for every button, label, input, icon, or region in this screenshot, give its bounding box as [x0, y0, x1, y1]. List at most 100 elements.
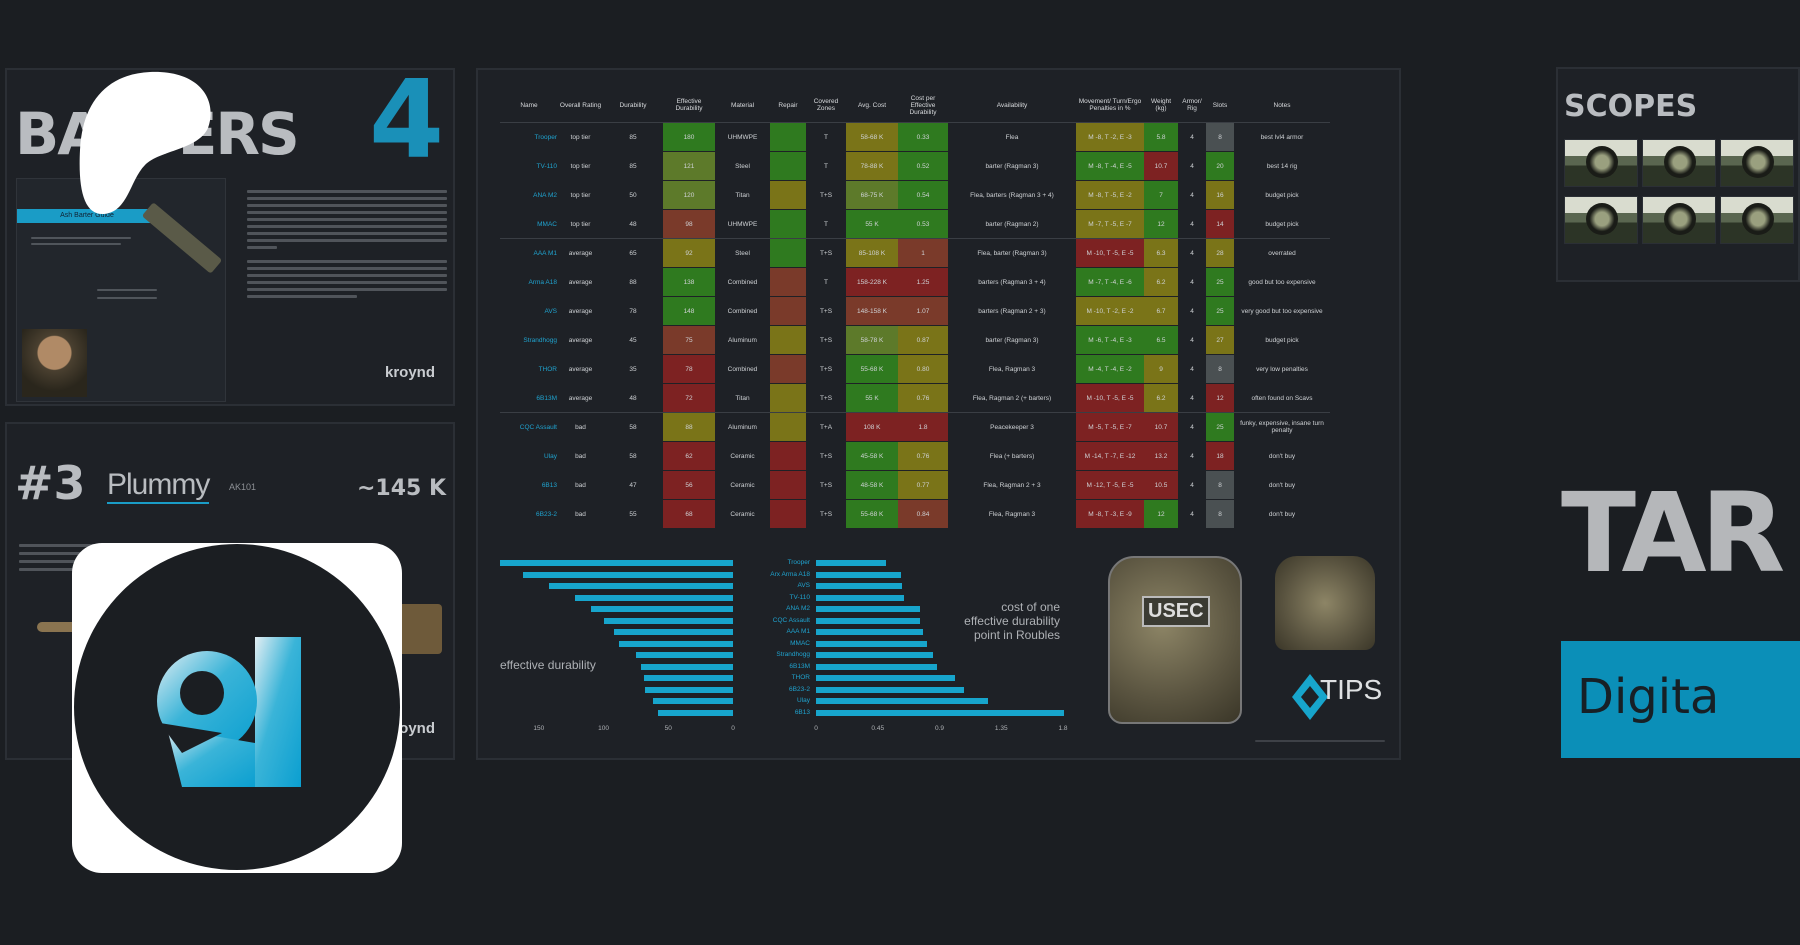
repair-indicator — [770, 296, 806, 326]
table-cell: M -14, T -7, E -12 — [1076, 441, 1144, 471]
cost-per-durability-bar — [816, 583, 903, 589]
table-cell: budget pick — [1234, 180, 1330, 210]
bar-category-label: 6B23-2 — [789, 685, 810, 693]
table-cell: barters (Ragman 2 + 3) — [948, 296, 1076, 326]
armor-name: Ulay — [500, 441, 558, 471]
table-row: CQC Assault bad 58 88 Aluminum T+A 108 K 1.8 Pea… — [500, 412, 1330, 442]
table-cell: bad — [558, 499, 603, 529]
table-cell: 12 — [1144, 499, 1178, 529]
cost-per-durability-bar — [816, 686, 965, 693]
table-cell: 0.76 — [898, 441, 948, 471]
table-cell: T+S — [806, 296, 846, 326]
table-cell: barter (Ragman 3) — [948, 325, 1076, 355]
x-tick-label: 100 — [598, 725, 609, 732]
table-cell: 4 — [1178, 441, 1206, 471]
usec-patch: USEC — [1142, 596, 1210, 627]
left-axis-label: effective durability — [500, 658, 596, 672]
app-logo-icon[interactable] — [72, 543, 402, 873]
repair-indicator — [770, 122, 806, 152]
table-cell: T — [806, 151, 846, 181]
armor-name: Strandhogg — [500, 325, 558, 355]
build-price: ~145 K — [357, 476, 447, 501]
table-cell: 20 — [1206, 151, 1234, 181]
table-cell: 4 — [1178, 325, 1206, 355]
table-cell: 1.07 — [898, 296, 948, 326]
cost-per-durability-bar — [816, 675, 955, 681]
scope-thumbnail — [1720, 139, 1794, 187]
table-cell: 1.25 — [898, 267, 948, 297]
table-cell: 65 — [603, 238, 663, 268]
table-cell: 25 — [1206, 412, 1234, 442]
tips-diamond-icon — [1292, 674, 1328, 720]
table-cell: M -4, T -4, E -2 — [1076, 354, 1144, 384]
table-cell: 9 — [1144, 354, 1178, 384]
table-cell: 68-75 K — [846, 180, 898, 210]
table-cell: Ceramic — [715, 441, 770, 471]
table-cell: 6.2 — [1144, 267, 1178, 297]
scope-thumbnail — [1642, 196, 1716, 244]
effective-durability-bar — [523, 571, 733, 578]
table-cell: 1 — [898, 238, 948, 268]
table-header-row: Name Overall Rating Durability Effective Du… — [500, 88, 1330, 123]
repair-indicator — [770, 209, 806, 239]
effective-durability-bar — [657, 709, 733, 716]
table-cell: very good but too expensive — [1234, 296, 1330, 326]
column-header: Effective Durability — [663, 88, 715, 123]
table-cell: T — [806, 209, 846, 239]
table-cell: top tier — [558, 180, 603, 210]
table-row: TV-110 top tier 85 121 Steel T 78-88 K 0.52 bart… — [500, 151, 1330, 181]
table-cell: M -10, T -5, E -5 — [1076, 383, 1144, 413]
effective-durability-bar — [549, 583, 733, 589]
table-cell: 78 — [603, 296, 663, 326]
table-cell: 1.8 — [898, 412, 948, 442]
x-tick-label: 0 — [731, 725, 735, 732]
table-cell: 28 — [1206, 238, 1234, 268]
table-cell: Combined — [715, 267, 770, 297]
table-cell: barter (Ragman 3) — [948, 151, 1076, 181]
table-cell: 55-68 K — [846, 499, 898, 529]
cost-per-durability-bar — [816, 663, 937, 670]
cost-per-durability-bar — [816, 560, 886, 566]
table-cell: Flea, Ragman 2 + 3 — [948, 470, 1076, 500]
table-cell: top tier — [558, 209, 603, 239]
cost-per-durability-bar — [816, 652, 933, 658]
table-cell: average — [558, 238, 603, 268]
table-cell: 16 — [1206, 180, 1234, 210]
x-tick-label: 1.8 — [1058, 725, 1068, 732]
table-cell: 10.7 — [1144, 412, 1178, 442]
table-cell: best 14 rig — [1234, 151, 1330, 181]
barters-panel: BARTERS 4 Ash Barter Guide kroynd — [5, 58, 455, 406]
table-cell: Combined — [715, 296, 770, 326]
column-header: Material — [715, 88, 770, 123]
table-cell: 14 — [1206, 209, 1234, 239]
right-axis-label-line1: cost of one — [1001, 600, 1060, 614]
table-cell: average — [558, 267, 603, 297]
scope-thumbnail — [1564, 139, 1638, 187]
table-cell: 0.53 — [898, 209, 948, 239]
armor-name: 6B13 — [500, 470, 558, 500]
trader-portrait — [22, 329, 87, 397]
table-cell: barters (Ragman 3 + 4) — [948, 267, 1076, 297]
column-header: Name — [500, 88, 558, 123]
table-cell: M -8, T -3, E -9 — [1076, 499, 1144, 529]
effective-durability-bar — [500, 560, 733, 566]
table-cell: average — [558, 325, 603, 355]
repair-indicator — [770, 441, 806, 471]
table-cell: budget pick — [1234, 209, 1330, 239]
table-cell: 12 — [1144, 209, 1178, 239]
table-cell: T+S — [806, 383, 846, 413]
bar-category-label: Ulay — [796, 697, 810, 704]
table-cell: bad — [558, 412, 603, 442]
rig-vest-image — [1275, 556, 1375, 650]
column-header: Cost per Effective Durability — [898, 88, 948, 123]
table-cell: 12 — [1206, 383, 1234, 413]
cost-per-durability-bar — [816, 698, 988, 704]
bar-category-label: TV-110 — [789, 593, 810, 601]
table-row: Ulay bad 58 62 Ceramic T+S 45-58 K 0.76 Flea (+ … — [500, 441, 1330, 471]
table-cell: M -7, T -4, E -6 — [1076, 267, 1144, 297]
table-cell: 0.76 — [898, 383, 948, 413]
bar-category-label: THOR — [791, 674, 810, 681]
table-cell: T+S — [806, 470, 846, 500]
effective-durability-bar — [619, 640, 733, 647]
